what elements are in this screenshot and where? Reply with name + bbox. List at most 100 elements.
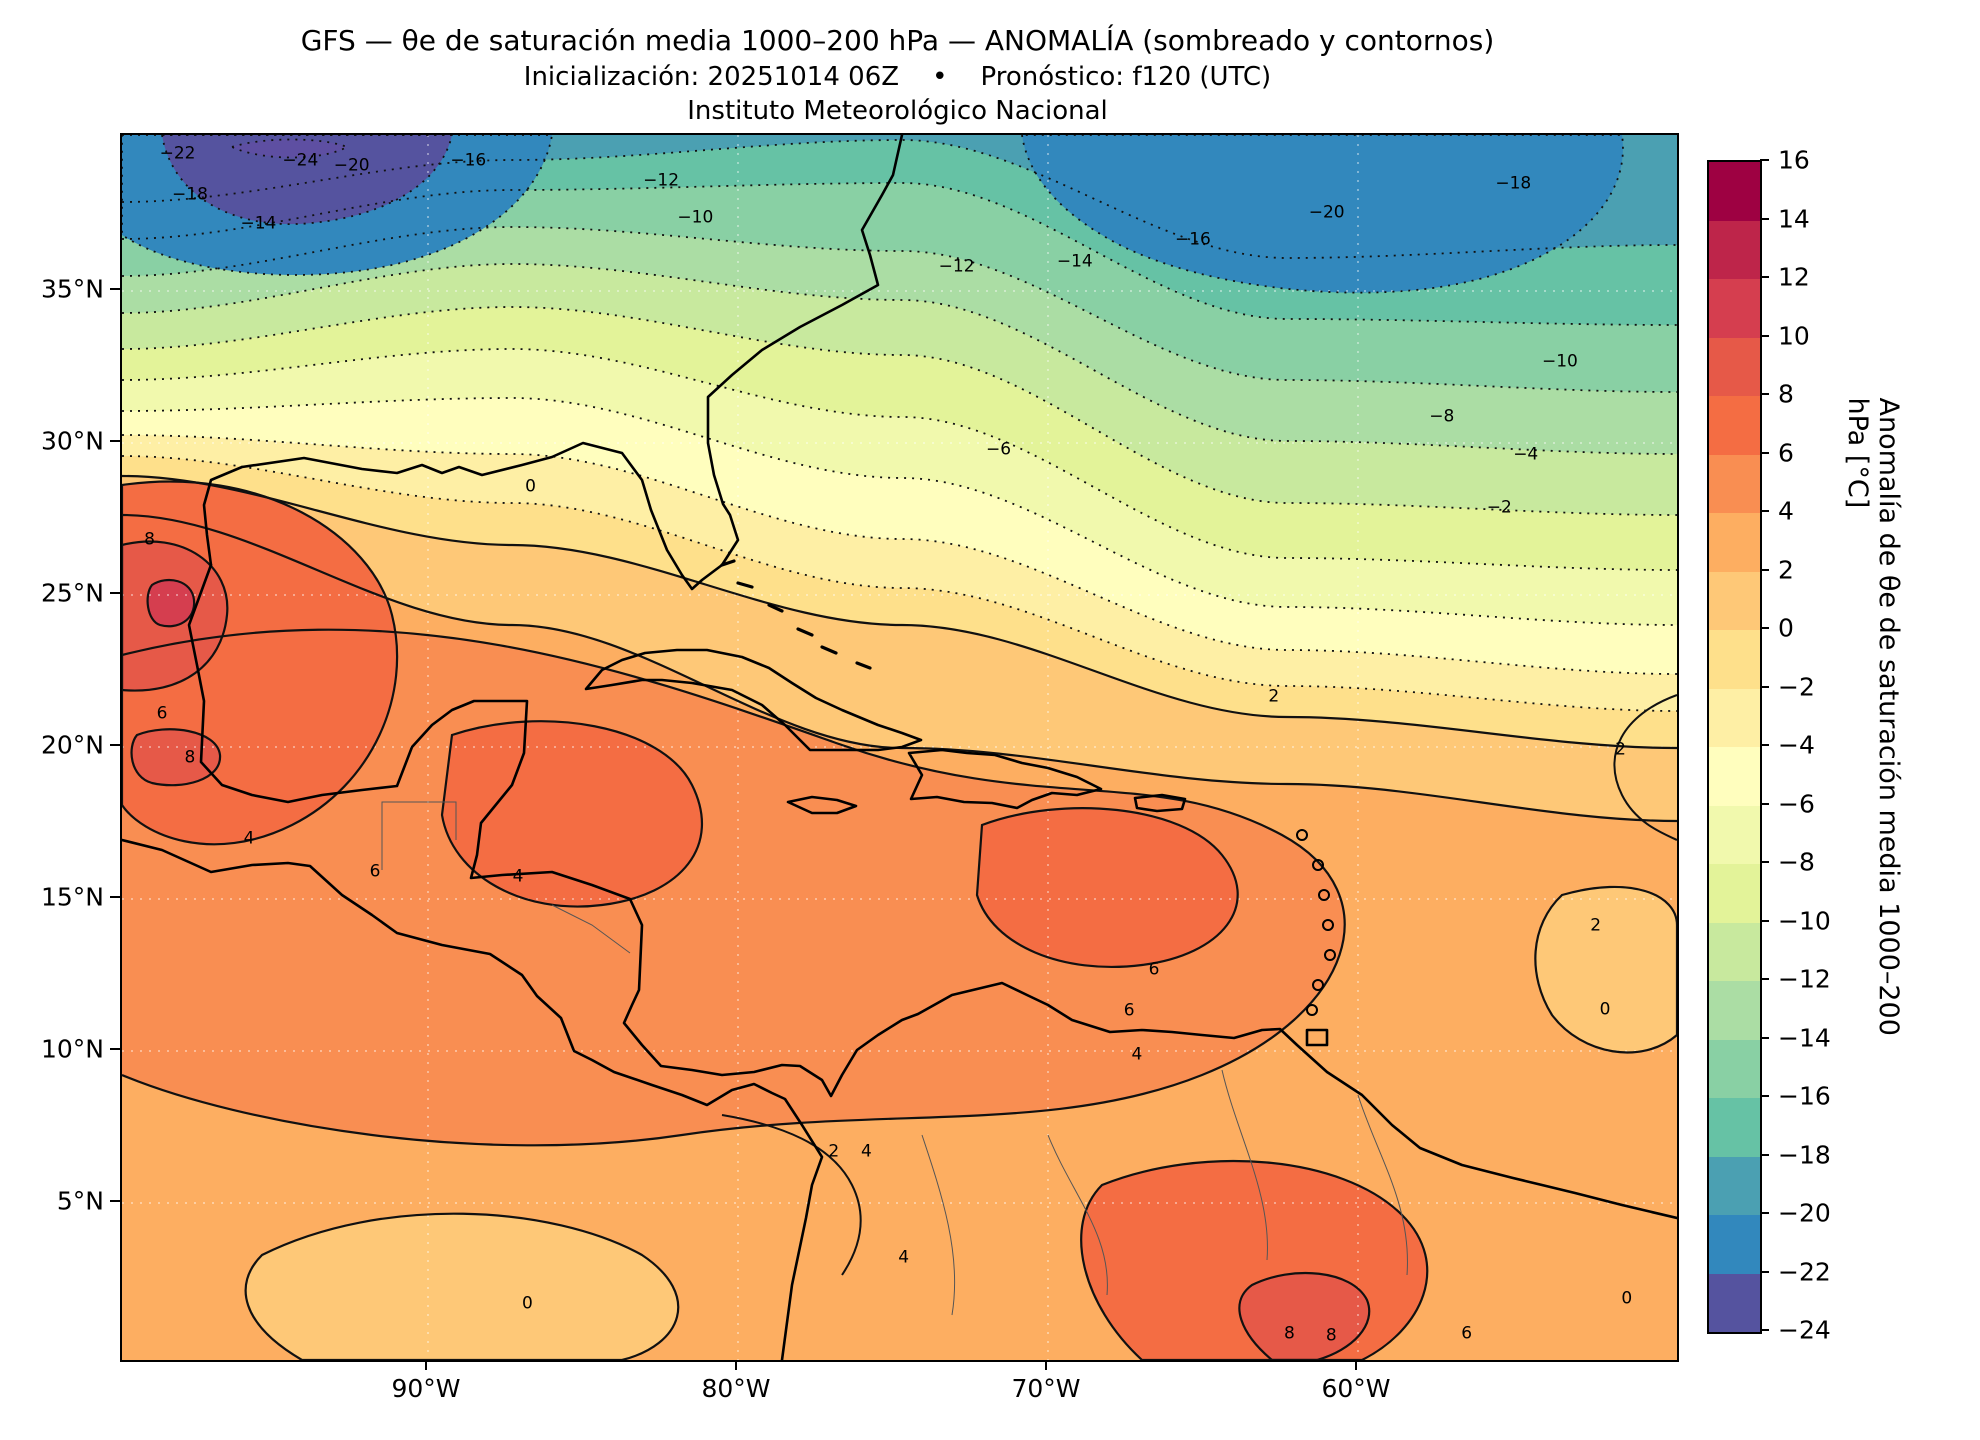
field-pocket: [122, 629, 1345, 1146]
contour-solid: [122, 480, 399, 846]
colorbar-cell: [1709, 513, 1760, 572]
contour-solid: [122, 628, 1346, 1147]
colorbar-tick-label: −20: [1778, 1198, 1831, 1228]
lesser-antilles: [1296, 829, 1336, 1016]
contour-solid: [1613, 694, 1677, 841]
field-pocket: [245, 1213, 679, 1360]
colorbar-tickmark: [1760, 685, 1769, 688]
contour-solid: [440, 720, 703, 908]
field-pocket: [162, 135, 452, 225]
colorbar-tick-label: 14: [1778, 204, 1810, 233]
contour-dotted: [122, 226, 1677, 393]
colorbar-tick-label: −22: [1778, 1257, 1831, 1286]
island-cuba: [584, 648, 923, 752]
island-jamaica: [786, 795, 858, 815]
bahamas-islands: [720, 559, 872, 670]
contour-dotted: [122, 397, 1677, 626]
contour-solid: [721, 1114, 862, 1276]
colorbar-tickmark: [1760, 1212, 1769, 1214]
y-axis-tickmark: [110, 592, 120, 594]
y-axis-tickmark: [110, 1048, 120, 1050]
field-pocket: [1239, 1273, 1370, 1360]
colorbar-tickmark: [1760, 276, 1769, 278]
colorbar-cell: [1709, 922, 1760, 981]
colorbar-tickmark: [1760, 861, 1769, 863]
x-axis-tick-label: 60°W: [1321, 1374, 1391, 1403]
border-venezuela-east: [1357, 1094, 1408, 1276]
colorbar-tickmark: [1760, 1036, 1769, 1039]
island-puerto-rico: [1133, 793, 1187, 813]
colorbar-tick-label: 6: [1778, 438, 1794, 467]
colorbar-tick-label: −14: [1778, 1023, 1831, 1052]
y-axis-tick-label: 30°N: [40, 426, 104, 456]
field-pocket: [131, 729, 221, 786]
contour-dotted: [122, 306, 1677, 516]
colorbar-tickmark: [1760, 1153, 1769, 1156]
anomaly-svg: [122, 135, 1677, 1360]
contour-solid: [130, 728, 222, 787]
field-pocket: [977, 808, 1238, 967]
colorbar-cell: [1709, 747, 1760, 806]
colorbar-tickmark: [1760, 744, 1769, 746]
colorbar-tickmark: [1760, 978, 1769, 980]
border-venezuela-west: [1221, 1069, 1268, 1261]
y-axis-tickmark: [110, 440, 120, 442]
y-axis-tick-label: 20°N: [40, 730, 104, 760]
colorbar-tickmark: [1760, 217, 1769, 220]
y-axis-tick-label: 15°N: [40, 882, 104, 912]
colorbar-tick-label: −2: [1778, 672, 1815, 701]
colorbar-tickmark: [1760, 510, 1769, 512]
colorbar-tick-label: −12: [1778, 964, 1831, 994]
colorbar-tickmark: [1760, 1270, 1769, 1273]
colorbar-cell: [1709, 220, 1760, 279]
colorbar-tick-label: −18: [1778, 1140, 1831, 1169]
colorbar-tick-label: 16: [1778, 145, 1810, 175]
institution-line: Instituto Meteorológico Nacional: [687, 96, 1108, 126]
colorbar-tick-label: −24: [1778, 1315, 1831, 1345]
colorbar-cell: [1709, 1156, 1760, 1215]
colorbar-cell: [1709, 981, 1760, 1040]
contour-dotted: [161, 135, 453, 225]
map-canvas: [120, 133, 1679, 1362]
colorbar-cell: [1709, 162, 1760, 221]
colorbar-tick-label: −8: [1778, 847, 1815, 877]
colorbar-cell: [1709, 1215, 1760, 1274]
colorbar-tickmark: [1760, 1095, 1769, 1097]
anomaly-field: [122, 135, 1677, 1360]
colorbar: [1707, 160, 1762, 1334]
contour-solid: [975, 807, 1239, 969]
island-trinidad: [1305, 1028, 1329, 1047]
colorbar-cell: [1709, 1273, 1760, 1332]
colorbar-cell: [1709, 1098, 1760, 1157]
contour-zero: [122, 474, 1677, 750]
x-axis-tick-label: 90°W: [391, 1374, 461, 1403]
colorbar-cell: [1709, 864, 1760, 923]
colorbar-label: Anomalía de θe de saturación media 1000–…: [1842, 397, 1904, 1036]
colorbar-tickmark: [1760, 334, 1769, 337]
colorbar-cell: [1709, 1039, 1760, 1098]
y-axis-tickmark: [110, 288, 120, 290]
border-panama-colombia: [921, 1134, 956, 1316]
x-axis-tickmark: [425, 1360, 427, 1370]
y-axis-tickmark: [110, 896, 120, 898]
y-axis-tick-label: 10°N: [40, 1034, 104, 1064]
field-pocket: [147, 580, 195, 627]
contour-solid: [1238, 1271, 1371, 1360]
colorbar-tickmark: [1760, 1329, 1769, 1331]
border-guatemala-mexico: [381, 801, 457, 870]
y-axis-tick-label: 25°N: [40, 578, 104, 608]
colorbar-tick-label: 10: [1778, 321, 1810, 350]
colorbar-tickmark: [1760, 159, 1769, 161]
colorbar-tickmark: [1760, 568, 1769, 571]
colorbar-tickmark: [1760, 393, 1769, 395]
colorbar-tick-label: −4: [1778, 730, 1815, 760]
contour-solid: [244, 1212, 680, 1360]
contour-dotted: [122, 434, 1677, 675]
contour-solid: [1080, 1159, 1429, 1360]
contour-dotted: [229, 138, 350, 159]
colorbar-cell: [1709, 688, 1760, 747]
coast-pacific: [122, 838, 824, 1360]
coast-north-america: [202, 135, 904, 591]
field-pocket: [232, 139, 347, 158]
